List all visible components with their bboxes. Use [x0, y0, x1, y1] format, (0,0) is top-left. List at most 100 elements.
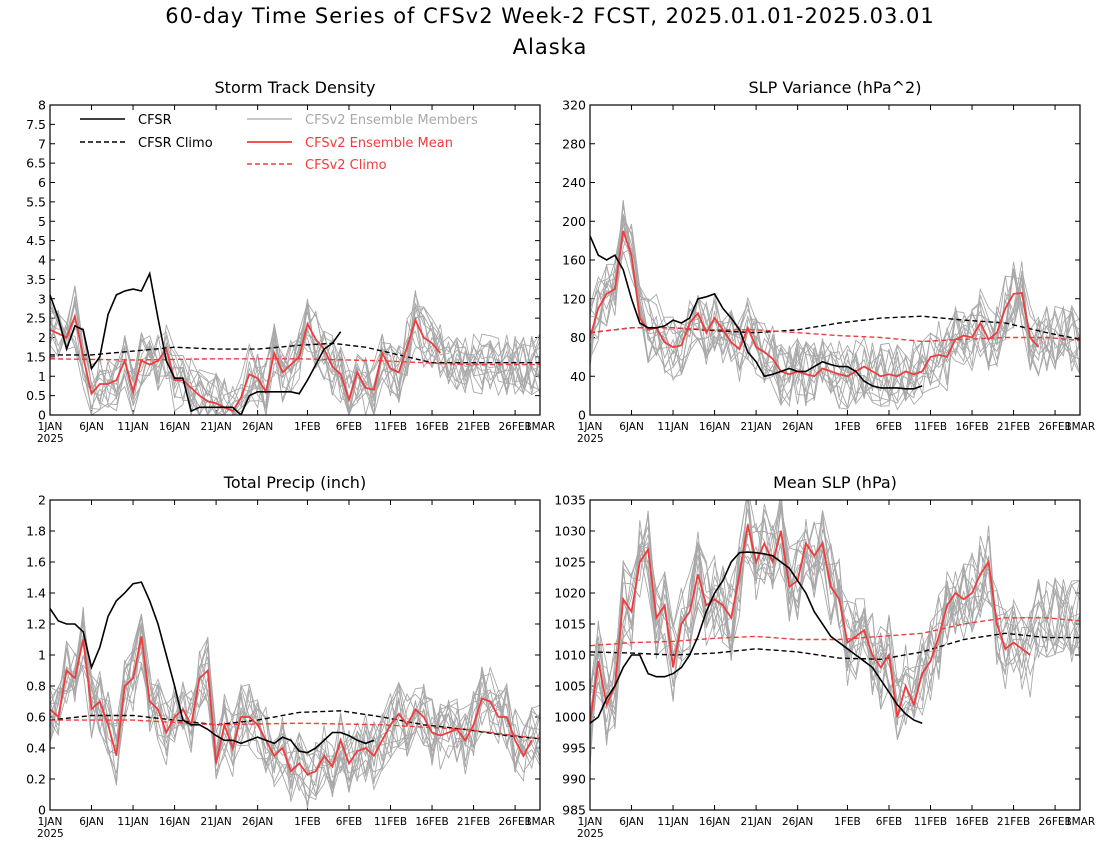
ensemble-member-line [590, 220, 1080, 410]
cfsr-climo-line [50, 342, 540, 364]
x-tick-label: 1FEB [294, 421, 321, 433]
figure-subtitle: Alaska [512, 35, 588, 59]
plot-frame [589, 499, 1081, 811]
x-tick-label: 21JAN [740, 816, 771, 828]
plot-frame [49, 104, 541, 416]
x-tick-label: 6FEB [336, 421, 363, 433]
y-tick-label: 3.5 [26, 272, 46, 287]
x-tick-label: 1FEB [834, 816, 861, 828]
y-tick-label: 200 [562, 214, 586, 229]
y-tick-label: 2 [38, 330, 46, 345]
y-tick-label: 4.5 [26, 233, 46, 248]
x-tick-label: 11JAN [657, 816, 688, 828]
ensemble-member-line [50, 299, 540, 415]
ensemble-member-line [50, 306, 540, 415]
panel-storm: Storm Track Density 0 0.5 1 1.5 2 2.5 3 3.5 4 4.5 5… [26, 78, 555, 445]
x-tick-label: 26JAN [242, 816, 273, 828]
y-tick-label: 5 [38, 214, 46, 229]
y-tick-label: 1 [38, 648, 46, 663]
ensemble-member-line [590, 225, 1080, 397]
cfsr-climo-line [590, 632, 1080, 661]
panel-title: Storm Track Density [215, 78, 376, 97]
cfsr-line [590, 551, 923, 724]
ensemble-member-line [50, 300, 540, 415]
x-tick-label: 1JAN [578, 421, 603, 433]
y-tick-label: 7 [38, 136, 46, 151]
x-tick-label: 26JAN [782, 421, 813, 433]
y-tick-label: 0.6 [26, 710, 46, 725]
y-tick-label: 1.2 [26, 617, 46, 632]
ensemble-member-line [50, 303, 540, 415]
plot-area [50, 581, 540, 809]
x-tick-label: 21JAN [740, 421, 771, 433]
x-year-label: 2025 [577, 433, 604, 445]
x-tick-label: 21FEB [997, 421, 1030, 433]
x-tick-label: 1MAR [525, 421, 555, 433]
y-tick-label: 0.5 [26, 388, 46, 403]
x-tick-label: 11FEB [914, 421, 947, 433]
ensemble-member-line [50, 636, 540, 783]
y-tick-label: 1010 [554, 648, 586, 663]
x-tick-label: 26FEB [498, 816, 531, 828]
x-tick-label: 1JAN [578, 816, 603, 828]
y-tick-label: 2.5 [26, 311, 46, 326]
x-tick-label: 11JAN [117, 421, 148, 433]
x-tick-label: 6FEB [336, 816, 363, 828]
x-tick-label: 21JAN [200, 421, 231, 433]
x-tick-label: 21FEB [997, 816, 1030, 828]
x-tick-label: 26JAN [782, 816, 813, 828]
y-tick-label: 985 [562, 803, 586, 818]
x-tick-label: 6FEB [876, 421, 903, 433]
y-tick-label: 0.8 [26, 679, 46, 694]
x-tick-label: 26FEB [1038, 421, 1071, 433]
y-tick-label: 6 [38, 175, 46, 190]
mean-line [590, 230, 1040, 378]
panel-title: Total Precip (inch) [223, 473, 366, 492]
x-tick-label: 11FEB [914, 816, 947, 828]
x-tick-label: 16JAN [699, 421, 730, 433]
x-tick-label: 16FEB [415, 421, 448, 433]
ensemble-member-line [590, 247, 1080, 411]
x-year-label: 2025 [37, 433, 64, 445]
cfsv2-climo-line [590, 327, 1080, 343]
mean-line [50, 636, 533, 776]
x-tick-label: 11JAN [657, 421, 688, 433]
y-tick-label: 1030 [554, 524, 586, 539]
y-tick-label: 1.5 [26, 349, 46, 364]
ensemble-member-line [590, 199, 1080, 407]
x-tick-label: 16JAN [699, 816, 730, 828]
x-tick-label: 6JAN [619, 421, 644, 433]
y-tick-label: 40 [570, 369, 586, 384]
y-tick-label: 990 [562, 772, 586, 787]
y-tick-label: 2 [38, 493, 46, 508]
cfsr-climo-line [50, 710, 540, 740]
x-tick-label: 6JAN [619, 816, 644, 828]
cfsv2-climo-line [590, 617, 1080, 647]
cfsr-line [590, 235, 923, 390]
y-tick-label: 3 [38, 291, 46, 306]
y-tick-label: 240 [562, 175, 586, 190]
legend-label-cfsr: CFSR [138, 113, 172, 128]
x-tick-label: 26FEB [1038, 816, 1071, 828]
panel-slp_var: SLP Variance (hPa^2) 0 40 80 120 160 200 240 280… [562, 78, 1095, 445]
y-tick-label: 8 [38, 98, 46, 113]
y-tick-label: 0.4 [26, 741, 46, 756]
ensemble-member-line [50, 290, 540, 415]
plot-area [590, 199, 1080, 411]
x-tick-label: 1JAN [38, 421, 63, 433]
y-tick-label: 280 [562, 136, 586, 151]
panel-precip: Total Precip (inch) 0 0.2 0.4 0.6 0.8 1 1.2 1.4 1… [26, 473, 555, 840]
panel-title: Mean SLP (hPa) [773, 473, 897, 492]
y-tick-label: 1025 [554, 555, 586, 570]
x-tick-label: 1MAR [525, 816, 555, 828]
y-tick-label: 7.5 [26, 117, 46, 132]
cfsr-line [50, 581, 375, 754]
cfsr-line [50, 271, 342, 415]
y-tick-label: 0 [578, 408, 586, 423]
x-year-label: 2025 [577, 828, 604, 840]
y-tick-label: 1.4 [26, 586, 46, 601]
mean-line [590, 524, 1031, 724]
x-tick-label: 21FEB [457, 816, 490, 828]
y-tick-label: 160 [562, 253, 586, 268]
